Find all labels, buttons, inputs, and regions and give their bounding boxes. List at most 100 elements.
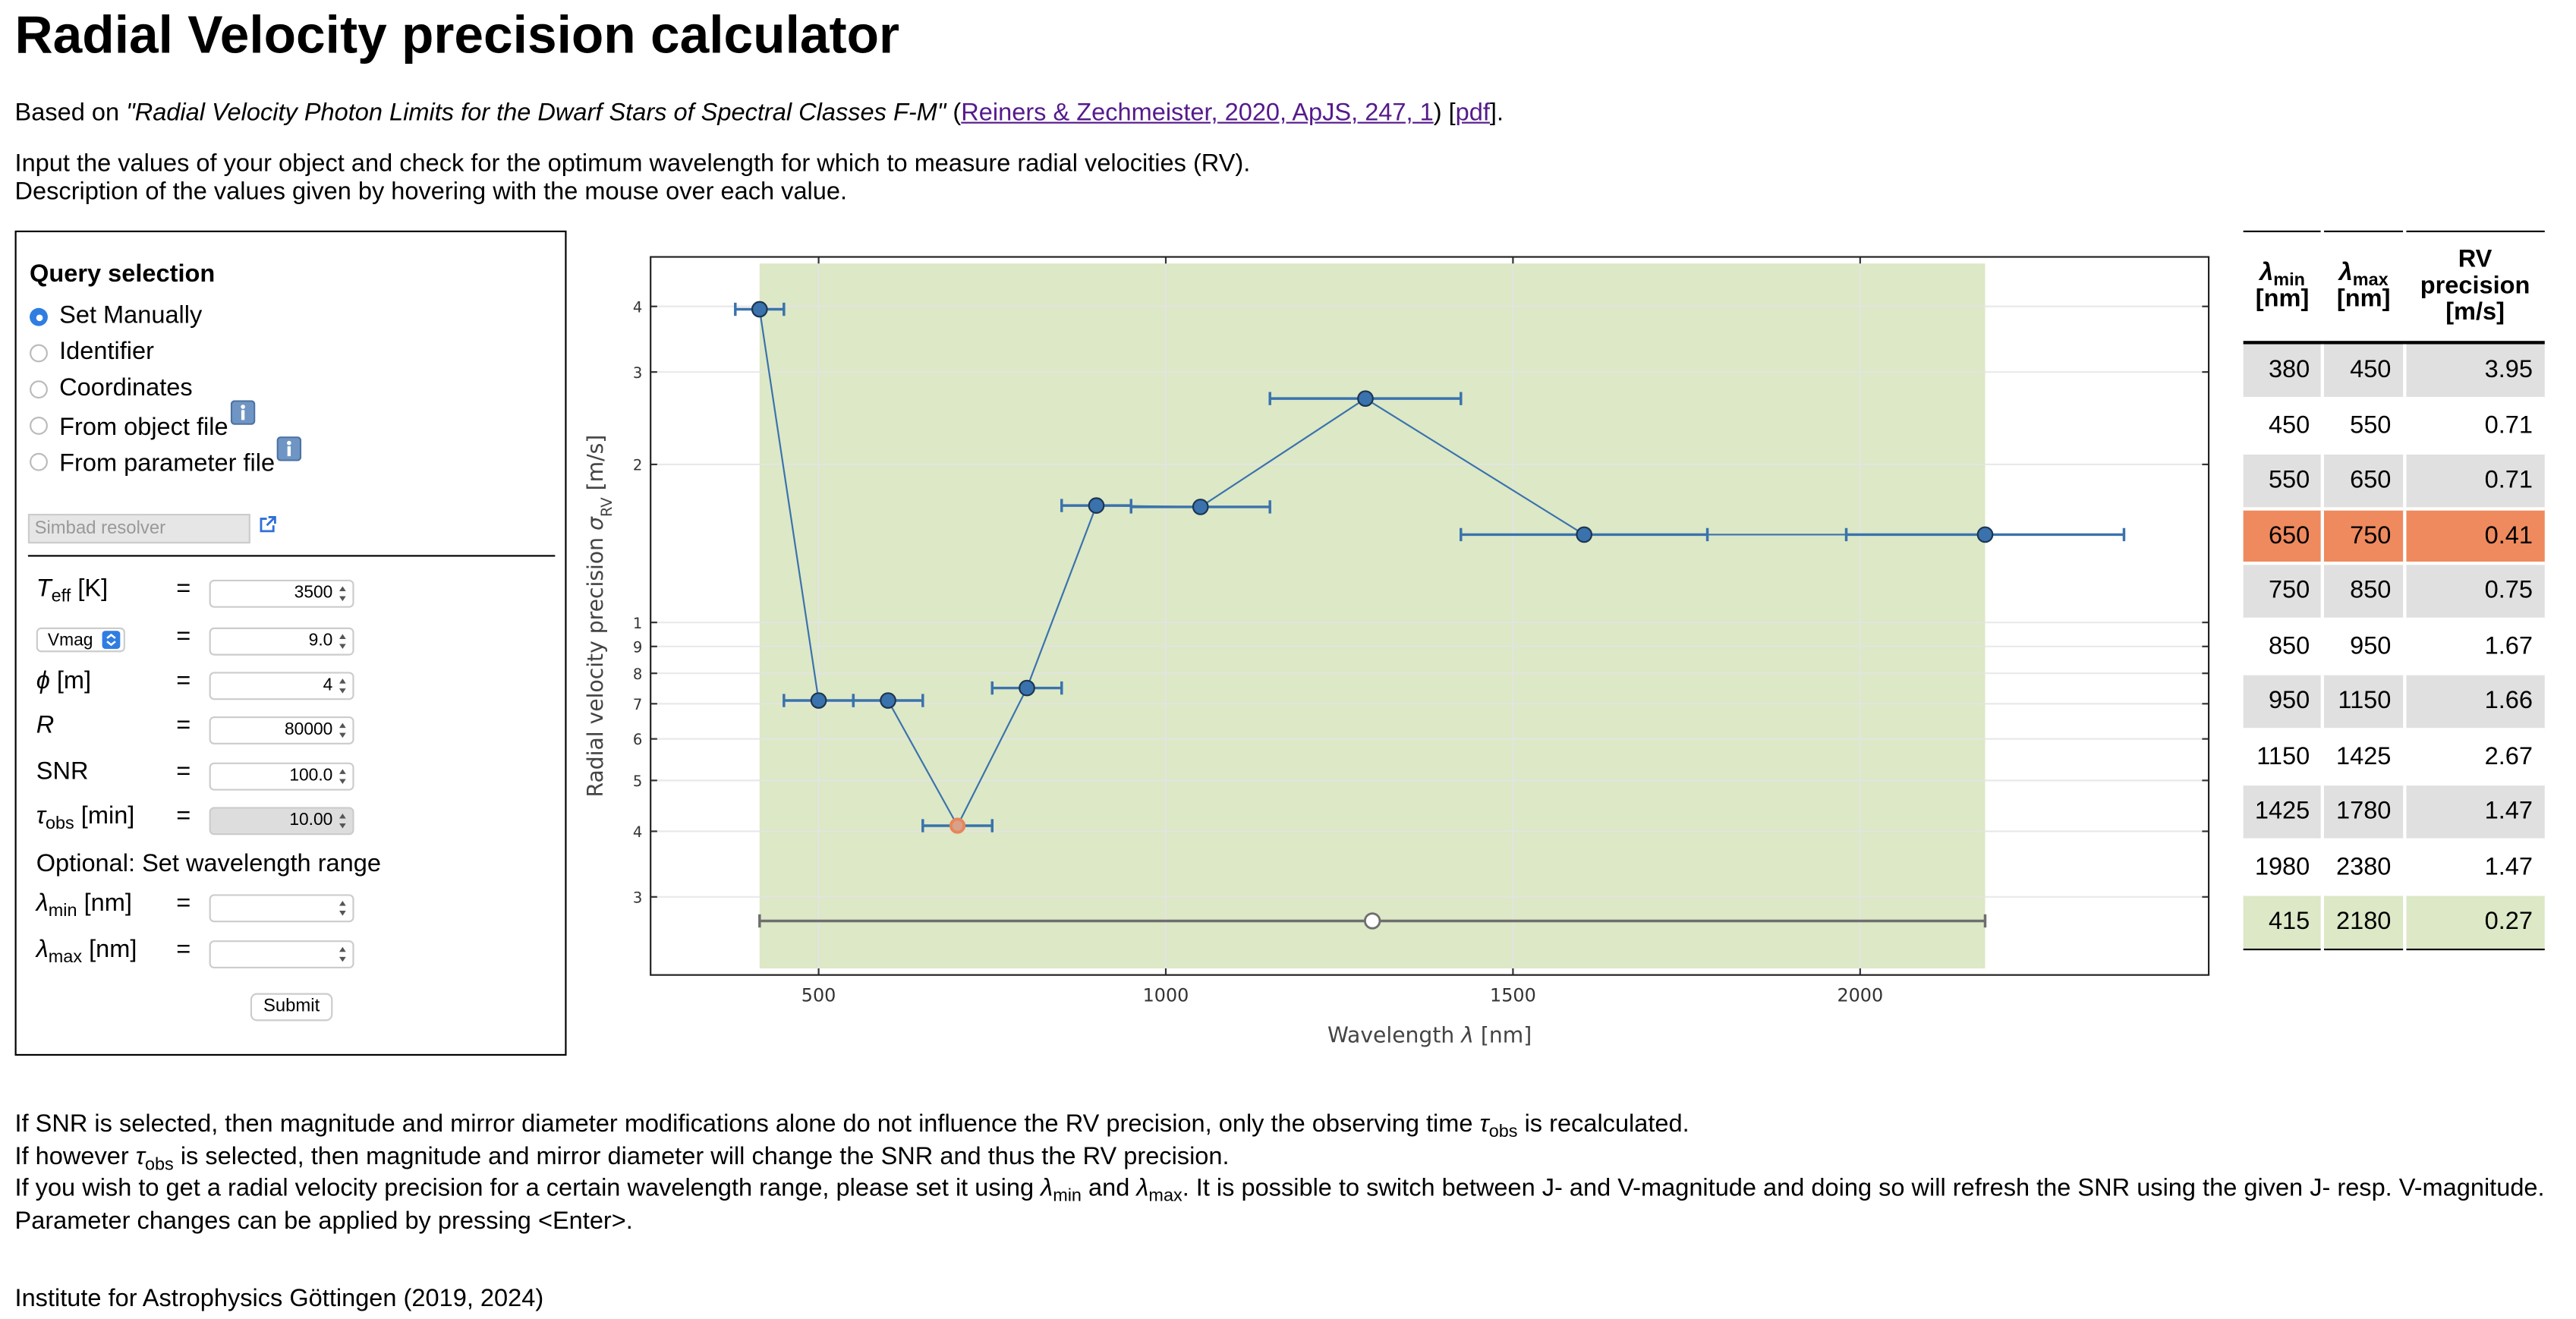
label-text: [nm] <box>1474 1023 1532 1048</box>
input-value: 100.0 <box>289 766 333 786</box>
symbol: τobs <box>136 1142 174 1173</box>
data-point <box>1576 526 1593 543</box>
symbol-sub: max <box>1148 1186 1183 1207</box>
y-tick-label: 1 <box>633 615 642 632</box>
number-input[interactable]: 80000 <box>209 716 354 744</box>
table-cell: 2.67 <box>2402 727 2545 784</box>
data-point <box>1019 679 1035 697</box>
info-icon[interactable] <box>229 400 255 425</box>
radio-label[interactable]: From object file <box>59 400 255 442</box>
radio-button[interactable] <box>30 344 48 363</box>
y-axis-label: Radial velocity precision σRV [m/s] <box>583 435 616 798</box>
column-header: RV precision [m/s] <box>2402 231 2545 345</box>
header-symbol: λ <box>2338 258 2353 287</box>
radio-label[interactable]: Set Manually <box>59 301 203 330</box>
number-input[interactable]: 3500 <box>209 579 354 608</box>
select-chevron[interactable] <box>102 631 121 650</box>
paper-link[interactable]: Reiners & Zechmeister, 2020, ApJS, 247, … <box>961 99 1434 127</box>
info-icon-dot <box>286 440 291 445</box>
symbol-main: λ <box>1136 1175 1149 1204</box>
table-row: 750 850 0.75 <box>2243 562 2545 619</box>
radio-button[interactable] <box>30 380 48 399</box>
column-header: λmax [nm] <box>2321 231 2404 345</box>
equals-sign: = <box>176 801 191 830</box>
x-tick-label: 1500 <box>1490 984 1536 1006</box>
number-input[interactable] <box>209 940 354 969</box>
equals-sign: = <box>176 711 191 740</box>
spinner <box>339 634 348 650</box>
y-tick-label: 9 <box>633 638 642 656</box>
column-header: λmin [nm] <box>2243 231 2323 345</box>
param-label: λmin [nm] <box>36 889 132 920</box>
spinner <box>339 678 348 694</box>
radio-label[interactable]: From parameter file <box>59 436 301 477</box>
equals-sign: = <box>176 622 191 651</box>
number-input[interactable]: 9.0 <box>209 627 354 656</box>
external-link-icon[interactable] <box>259 515 277 534</box>
table-cell: 1.47 <box>2402 782 2545 839</box>
symbol-main: σ <box>583 516 608 530</box>
x-axis-label: Wavelength λ [nm] <box>1327 1023 1532 1048</box>
intro-close: ]. <box>1489 99 1504 127</box>
param-label: Teff [K] <box>36 575 108 605</box>
note-text: . It is possible to switch between J- an… <box>1182 1175 2545 1204</box>
info-icon[interactable] <box>276 436 301 461</box>
note-text: and <box>1081 1175 1137 1204</box>
number-input[interactable]: 4 <box>209 672 354 700</box>
table-row: 450 550 0.71 <box>2243 395 2545 453</box>
note-text: If SNR is selected, then magnitude and m… <box>14 1110 1480 1138</box>
param-label: τobs [min] <box>36 802 135 833</box>
table-cell: 2180 <box>2321 892 2404 949</box>
symbol-sub: obs <box>1488 1122 1518 1142</box>
data-point <box>751 301 768 318</box>
radio-label[interactable]: Coordinates <box>59 373 193 402</box>
data-point <box>949 817 966 834</box>
table-row: 380 450 3.95 <box>2243 341 2545 398</box>
spinner <box>339 722 348 738</box>
result-table: λmin [nm] λmax [nm] RV precision [m/s] 380 450… <box>2243 230 2545 950</box>
magnitude-select[interactable]: Vmag <box>36 627 125 653</box>
intro-prefix: Based on <box>14 99 127 127</box>
note-text: is selected, then magnitude and mirror d… <box>173 1142 1230 1171</box>
symbol-main: λ <box>36 935 49 964</box>
y-tick-label: 4 <box>633 298 642 316</box>
symbol-sub: max <box>48 947 83 968</box>
submit-button[interactable]: Submit <box>250 993 333 1022</box>
radio-button[interactable] <box>30 307 48 326</box>
symbol-main: R <box>36 711 55 740</box>
note-line: If however τobs is selected, then magnit… <box>15 1141 2545 1173</box>
number-input[interactable]: 100.0 <box>209 762 354 791</box>
instruction: Input the values of your object and chec… <box>14 150 1251 178</box>
table-cell: 750 <box>2321 506 2404 564</box>
header-symbol: λ <box>2260 258 2274 287</box>
y-tick-label: 7 <box>633 696 642 713</box>
table-cell: 0.41 <box>2402 506 2545 564</box>
label-text: Wavelength <box>1327 1023 1461 1048</box>
input-value: 80000 <box>284 719 333 740</box>
optional-heading: Optional: Set wavelength range <box>36 849 381 878</box>
param-label: ϕ [m] <box>36 667 91 695</box>
resolver-input[interactable]: Simbad resolver <box>27 514 250 544</box>
radio-button[interactable] <box>30 452 48 471</box>
table-cell: 1.66 <box>2402 672 2545 729</box>
pdf-link[interactable]: pdf <box>1455 99 1490 127</box>
table-cell: 415 <box>2243 892 2323 949</box>
table-row: 550 650 0.71 <box>2243 451 2545 508</box>
note-text: Parameter changes can be applied by pres… <box>14 1207 633 1236</box>
y-tick-label: 2 <box>633 457 642 474</box>
y-tick-label: 8 <box>633 666 642 683</box>
param-label: λmax [nm] <box>36 935 137 968</box>
table-row: 415 2180 0.27 <box>2243 892 2545 949</box>
equals-sign: = <box>176 575 191 603</box>
chart: 500 1000 1500 2000 3 4 5 6 7 8 9 1 2 3 4 Wavelength λ [… <box>583 256 2210 1048</box>
radio-label[interactable]: Identifier <box>59 337 155 366</box>
y-tick-label: 6 <box>633 731 642 748</box>
equals-sign: = <box>176 889 191 918</box>
info-icon-bar <box>287 446 291 457</box>
table-cell: 550 <box>2243 451 2323 508</box>
radio-button[interactable] <box>30 417 48 435</box>
number-input[interactable]: 10.00 <box>209 807 354 836</box>
spinner <box>339 769 348 784</box>
number-input[interactable] <box>209 894 354 923</box>
notes: If SNR is selected, then magnitude and m… <box>15 1108 2545 1238</box>
